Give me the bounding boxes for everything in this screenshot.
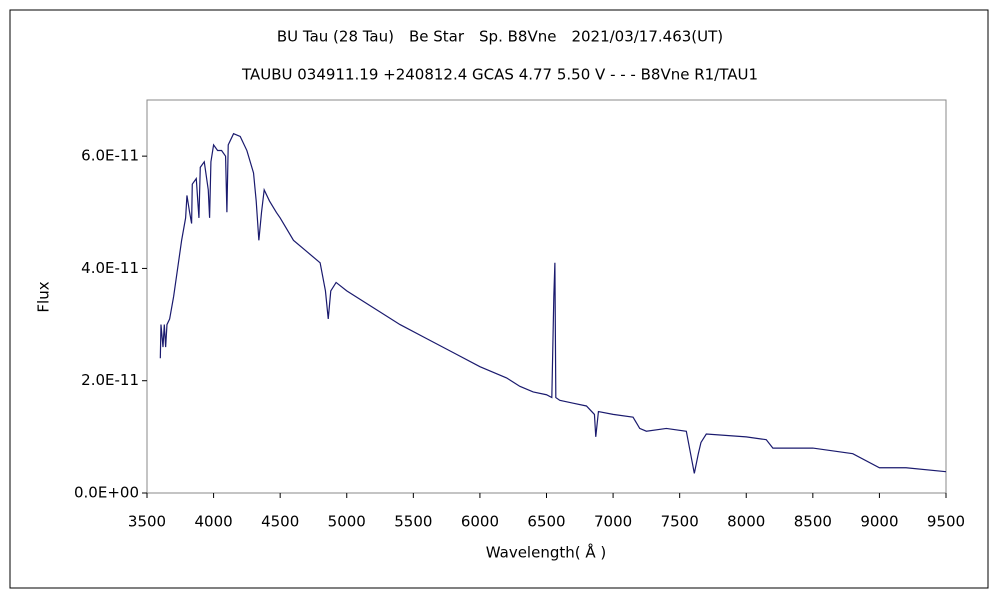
x-tick-label: 4500 [261, 513, 299, 531]
x-tick-label: 5000 [328, 513, 366, 531]
chart-frame [9, 9, 989, 589]
x-tick-label: 3500 [128, 513, 166, 531]
x-tick-label: 7000 [594, 513, 632, 531]
y-axis-label: Flux [35, 281, 53, 312]
x-tick-label: 8000 [727, 513, 765, 531]
x-tick-label: 9500 [927, 513, 965, 531]
x-axis-label: Wavelength( Å ) [486, 543, 606, 562]
spectrum-line [159, 132, 947, 474]
y-tick-label: 2.0E-11 [81, 371, 139, 389]
x-tick-label: 9000 [860, 513, 898, 531]
x-tick-label: 6000 [461, 513, 499, 531]
chart-subtitle: TAUBU 034911.19 +240812.4 GCAS 4.77 5.50… [241, 66, 758, 84]
chart-title: BU Tau (28 Tau) Be Star Sp. B8Vne 2021/0… [277, 28, 723, 46]
y-tick-label: 4.0E-11 [81, 259, 139, 277]
x-tick-label: 6500 [527, 513, 565, 531]
y-tick-label: 6.0E-11 [81, 147, 139, 165]
x-tick-label: 5500 [394, 513, 432, 531]
x-tick-label: 7500 [661, 513, 699, 531]
y-tick-label: 0.0E+00 [74, 484, 139, 502]
x-tick-label: 4000 [194, 513, 232, 531]
x-tick-label: 8500 [794, 513, 832, 531]
